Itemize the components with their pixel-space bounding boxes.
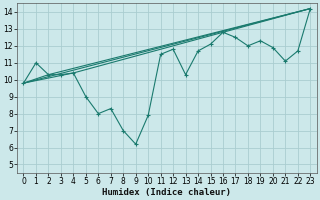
X-axis label: Humidex (Indice chaleur): Humidex (Indice chaleur) xyxy=(102,188,231,197)
